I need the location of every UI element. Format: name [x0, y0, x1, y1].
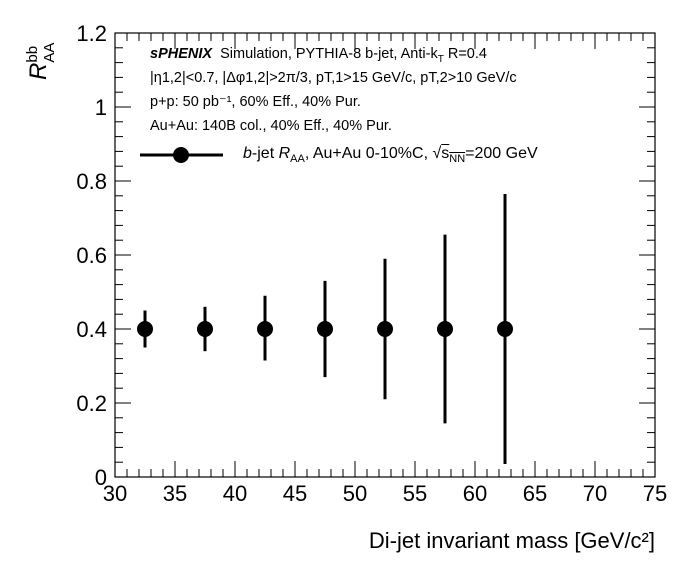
x-tick-label: 50	[343, 481, 367, 506]
data-point	[437, 321, 453, 337]
y-axis-tick-labels: 0 0.2 0.4 0.6 0.8 1 1.2	[76, 21, 107, 490]
legend-s: s	[441, 145, 450, 162]
x-tick-label: 45	[283, 481, 307, 506]
legend-sqrt-sign: √	[432, 145, 442, 162]
x-tick-label: 70	[583, 481, 607, 506]
annotation-line-1-text: Simulation, PYTHIA-8 b-jet, Anti-k	[220, 46, 438, 62]
y-tick-label: 0.2	[76, 391, 107, 416]
y-tick-label: 0	[95, 465, 107, 490]
data-point	[197, 321, 213, 337]
x-tick-label: 75	[643, 481, 667, 506]
legend-label: b-jet RAA, Au+Au 0-10%C, √sNN=200 GeV	[243, 145, 538, 165]
legend-marker	[173, 147, 189, 163]
x-tick-label: 35	[163, 481, 187, 506]
experiment-brand: sPHENIX	[150, 46, 213, 62]
legend-mid: , Au+Au 0-10%C,	[304, 145, 433, 162]
y-tick-label: 0.4	[76, 317, 107, 342]
y-axis-title: RAAbb	[24, 43, 58, 80]
annotation-line-1-sub: T	[437, 53, 444, 65]
annotation-line-4: Au+Au: 140B col., 40% Eff., 40% Pur.	[150, 118, 392, 134]
y-tick-label: 1.2	[76, 21, 107, 46]
y-tick-label: 0.6	[76, 243, 107, 268]
legend-tail: =200 GeV	[465, 145, 538, 162]
legend-jet: -jet	[251, 145, 279, 162]
x-axis-title: Di-jet invariant mass [GeV/c²]	[369, 528, 655, 553]
x-axis-ticks	[114, 33, 656, 477]
data-series	[137, 193, 513, 465]
annotation-line-1-tail: R=0.4	[447, 46, 487, 62]
data-point	[257, 321, 273, 337]
y-axis-ticks	[115, 32, 655, 478]
annotation-line-1: sPHENIX Simulation, PYTHIA-8 b-jet, Anti…	[150, 45, 487, 69]
x-tick-label: 55	[403, 481, 427, 506]
annotation-line-3: p+p: 50 pb⁻¹, 60% Eff., 40% Pur.	[150, 94, 361, 110]
annotation-line-2: |η1,2|<0.7, |Δφ1,2|>2π/3, pT,1>15 GeV/c,…	[150, 70, 517, 86]
y-tick-label: 1	[95, 95, 107, 120]
x-tick-label: 30	[103, 481, 127, 506]
legend-b: b	[243, 145, 252, 162]
x-tick-label: 65	[523, 481, 547, 506]
data-point	[317, 321, 333, 337]
y-tick-label: 0.8	[76, 169, 107, 194]
legend-AA: AA	[290, 153, 305, 166]
legend-R: R	[278, 145, 291, 162]
data-point	[137, 321, 153, 337]
legend-NN: NN	[449, 153, 466, 166]
legend-sqrt-arg: sNN	[441, 145, 466, 166]
x-tick-label: 40	[223, 481, 247, 506]
x-tick-label: 60	[463, 481, 487, 506]
data-point	[377, 321, 393, 337]
data-point	[497, 321, 513, 337]
x-axis-tick-labels: 30 35 40 45 50 55 60 65 70 75	[103, 481, 667, 506]
